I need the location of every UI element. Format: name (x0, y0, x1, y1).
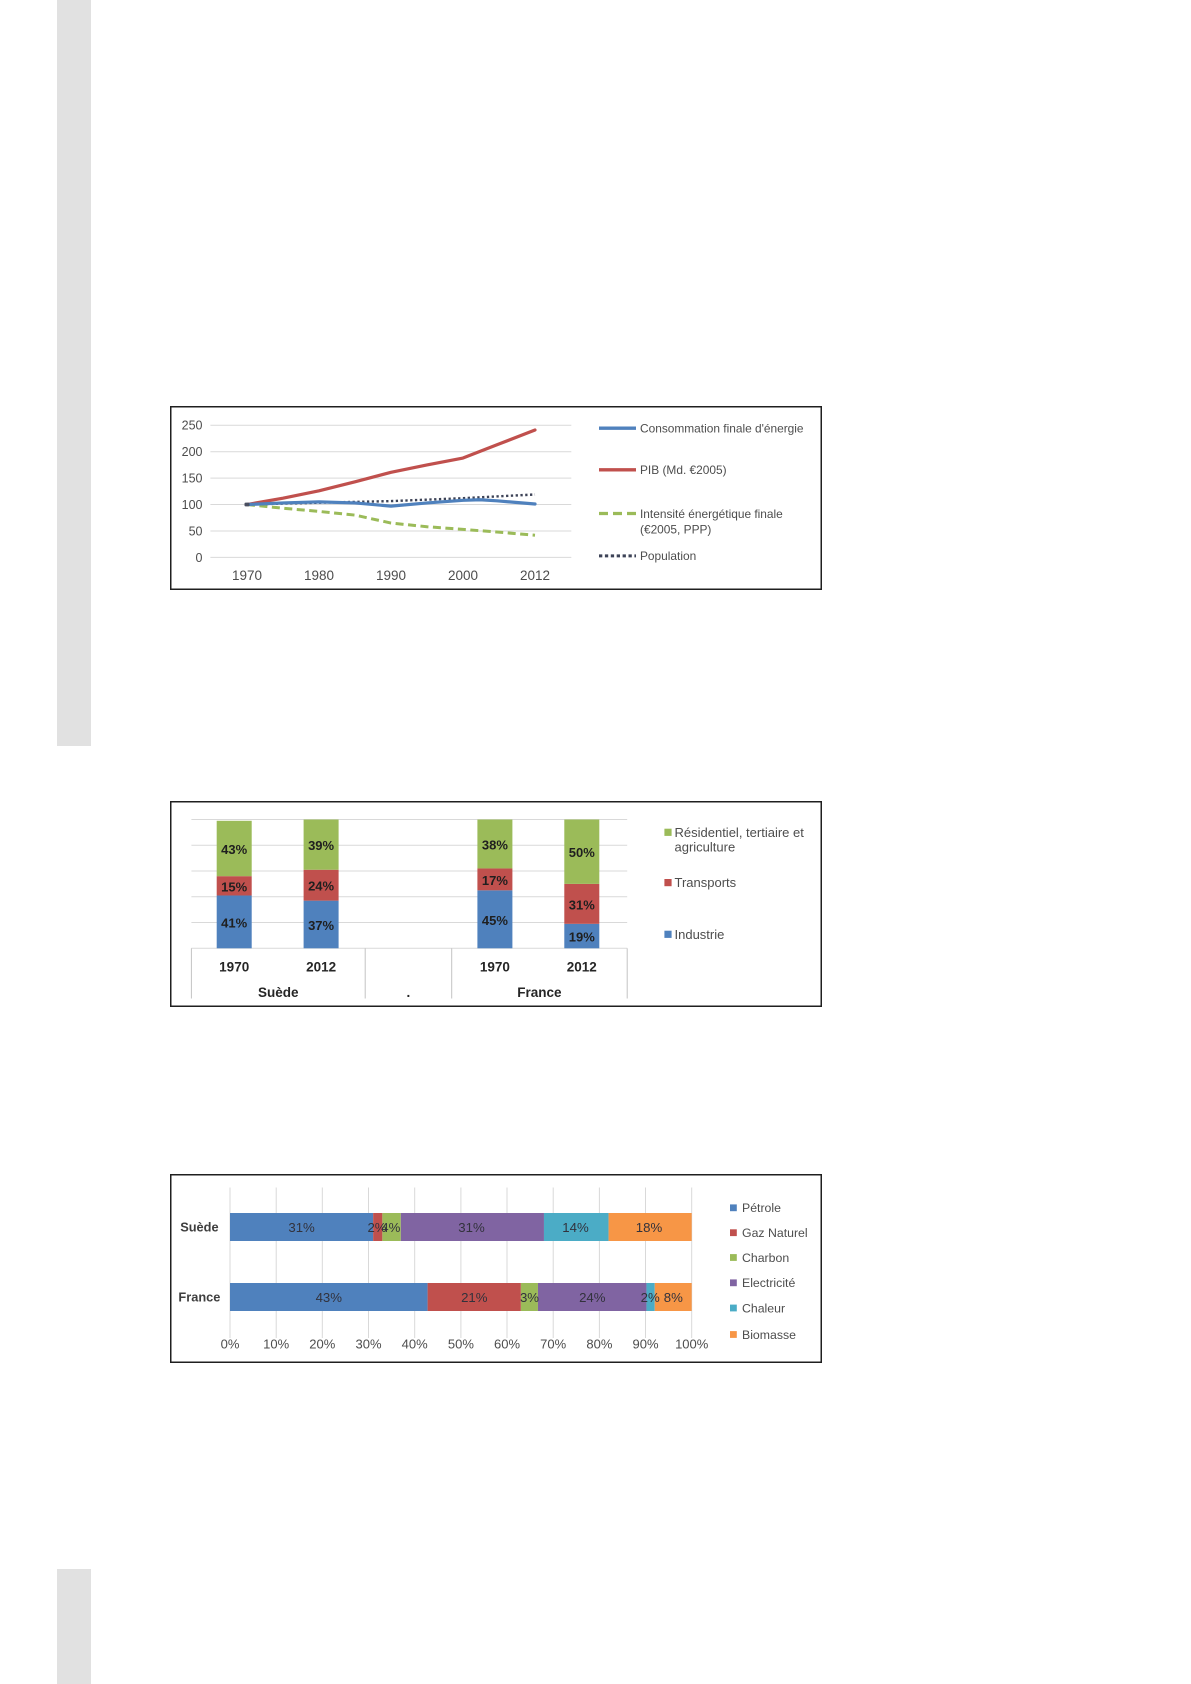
svg-text:Chaleur: Chaleur (742, 1301, 785, 1315)
svg-text:40%: 40% (402, 1337, 428, 1352)
svg-text:agriculture: agriculture (675, 839, 736, 854)
svg-text:8%: 8% (664, 1290, 683, 1305)
svg-text:150: 150 (182, 471, 203, 485)
svg-text:50: 50 (189, 524, 203, 538)
svg-text:37%: 37% (308, 918, 334, 933)
svg-text:Intensité énergétique finale: Intensité énergétique finale (640, 507, 783, 521)
svg-text:2012: 2012 (567, 960, 597, 975)
svg-text:2012: 2012 (520, 568, 550, 583)
svg-text:80%: 80% (586, 1337, 612, 1352)
svg-text:50%: 50% (448, 1337, 474, 1352)
svg-text:Industrie: Industrie (675, 927, 725, 942)
svg-text:2%: 2% (641, 1290, 660, 1305)
svg-text:Suède: Suède (180, 1220, 218, 1235)
svg-text:France: France (517, 985, 562, 1000)
svg-text:60%: 60% (494, 1337, 520, 1352)
svg-text:43%: 43% (221, 842, 247, 857)
svg-text:39%: 39% (308, 838, 334, 853)
svg-text:1990: 1990 (376, 568, 406, 583)
svg-text:250: 250 (182, 419, 203, 433)
svg-text:1980: 1980 (304, 568, 334, 583)
svg-text:2012: 2012 (306, 960, 336, 975)
svg-text:1970: 1970 (219, 960, 249, 975)
svg-text:Electricité: Electricité (742, 1276, 795, 1290)
svg-text:20%: 20% (309, 1337, 335, 1352)
svg-text:45%: 45% (482, 913, 508, 928)
svg-text:19%: 19% (569, 930, 595, 945)
svg-text:70%: 70% (540, 1337, 566, 1352)
svg-text:4%: 4% (381, 1220, 400, 1235)
svg-text:.: . (407, 985, 411, 1000)
svg-text:Consommation finale d'énergie: Consommation finale d'énergie (640, 421, 804, 435)
svg-text:Pétrole: Pétrole (742, 1201, 781, 1215)
svg-text:100%: 100% (675, 1337, 709, 1352)
svg-text:Charbon: Charbon (742, 1251, 789, 1265)
svg-text:200: 200 (182, 445, 203, 459)
svg-text:31%: 31% (569, 897, 595, 912)
svg-text:1970: 1970 (480, 960, 510, 975)
svg-text:50%: 50% (569, 845, 595, 860)
svg-text:31%: 31% (458, 1220, 485, 1235)
svg-text:10%: 10% (263, 1337, 289, 1352)
svg-text:0%: 0% (221, 1337, 240, 1352)
svg-text:2000: 2000 (448, 568, 478, 583)
svg-text:Suède: Suède (258, 985, 299, 1000)
svg-text:PIB (Md. €2005): PIB (Md. €2005) (640, 463, 727, 477)
svg-text:38%: 38% (482, 837, 508, 852)
svg-text:France: France (178, 1290, 220, 1305)
svg-text:30%: 30% (355, 1337, 381, 1352)
svg-text:14%: 14% (562, 1220, 589, 1235)
svg-text:21%: 21% (461, 1290, 488, 1305)
svg-text:1970: 1970 (232, 568, 262, 583)
svg-text:Biomasse: Biomasse (742, 1328, 796, 1342)
svg-text:18%: 18% (636, 1220, 663, 1235)
svg-text:90%: 90% (632, 1337, 658, 1352)
svg-text:24%: 24% (579, 1290, 606, 1305)
svg-text:15%: 15% (221, 879, 247, 894)
svg-text:3%: 3% (520, 1290, 539, 1305)
svg-text:Gaz Naturel: Gaz Naturel (742, 1226, 808, 1240)
svg-text:100: 100 (182, 498, 203, 512)
svg-text:17%: 17% (482, 873, 508, 888)
svg-text:41%: 41% (221, 915, 247, 930)
svg-text:0: 0 (196, 551, 203, 565)
svg-text:Population: Population (640, 549, 696, 563)
svg-text:Transports: Transports (675, 875, 737, 890)
svg-text:24%: 24% (308, 879, 334, 894)
svg-text:Résidentiel, tertiaire et: Résidentiel, tertiaire et (675, 825, 805, 840)
svg-text:43%: 43% (316, 1290, 343, 1305)
svg-text:2%: 2% (367, 1220, 386, 1235)
svg-text:31%: 31% (288, 1220, 315, 1235)
svg-text:(€2005, PPP): (€2005, PPP) (640, 523, 711, 537)
